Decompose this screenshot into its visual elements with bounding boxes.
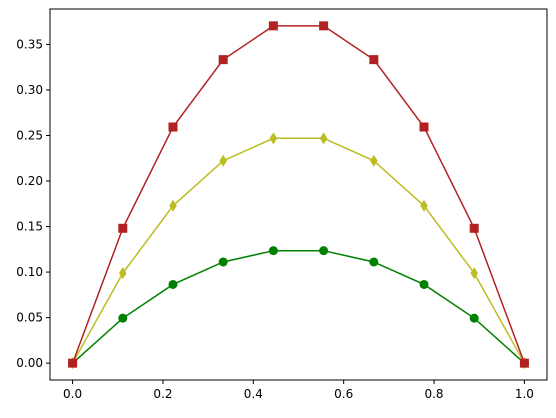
series-line	[71, 25, 526, 364]
y-tick-label: 0.15	[16, 220, 43, 234]
x-tick-label: 0.6	[334, 387, 353, 401]
data-point	[370, 154, 378, 167]
data-point	[420, 199, 428, 212]
x-tick-label: 0.4	[244, 387, 263, 401]
x-tick-label: 0.0	[63, 387, 82, 401]
data-point	[519, 358, 529, 368]
data-point	[68, 358, 78, 368]
data-point	[118, 313, 128, 323]
series-line	[71, 137, 526, 364]
data-point	[319, 132, 328, 145]
data-point	[269, 132, 278, 145]
x-tick-label: 0.8	[424, 387, 443, 401]
data-point	[319, 21, 329, 31]
y-tick-label: 0.20	[16, 174, 43, 188]
y-tick-label: 0.25	[16, 128, 43, 142]
y-tick-label: 0.30	[16, 83, 43, 97]
data-point	[168, 122, 178, 132]
data-point	[169, 199, 177, 212]
data-point	[118, 223, 128, 233]
axes-frame	[49, 8, 548, 381]
data-point	[470, 267, 479, 280]
x-tick-label: 0.2	[153, 387, 172, 401]
data-point	[268, 246, 278, 256]
data-point	[319, 246, 329, 256]
data-point	[218, 257, 228, 267]
y-tick-label: 0.35	[16, 37, 43, 51]
data-point	[369, 257, 379, 267]
data-point	[419, 122, 429, 132]
y-tick-label: 0.10	[16, 265, 43, 279]
x-axis: 0.0 0.2 0.4 0.6 0.8 1.0	[63, 380, 534, 401]
series-line	[72, 249, 525, 364]
data-point	[118, 267, 127, 280]
y-axis: 0.00 0.05 0.10 0.15 0.20 0.25 0.30 0.35	[16, 37, 50, 370]
series-3	[68, 21, 529, 368]
y-tick-label: 0.05	[16, 311, 43, 325]
data-point	[218, 55, 228, 65]
data-point	[168, 279, 178, 289]
data-point	[469, 223, 479, 233]
series-1	[68, 246, 529, 368]
data-point	[419, 279, 429, 289]
data-point	[268, 21, 278, 31]
data-point	[369, 55, 379, 65]
data-point	[219, 154, 227, 167]
x-tick-label: 1.0	[515, 387, 534, 401]
series-layer	[68, 21, 529, 370]
data-point	[469, 313, 479, 323]
y-tick-label: 0.00	[16, 356, 43, 370]
